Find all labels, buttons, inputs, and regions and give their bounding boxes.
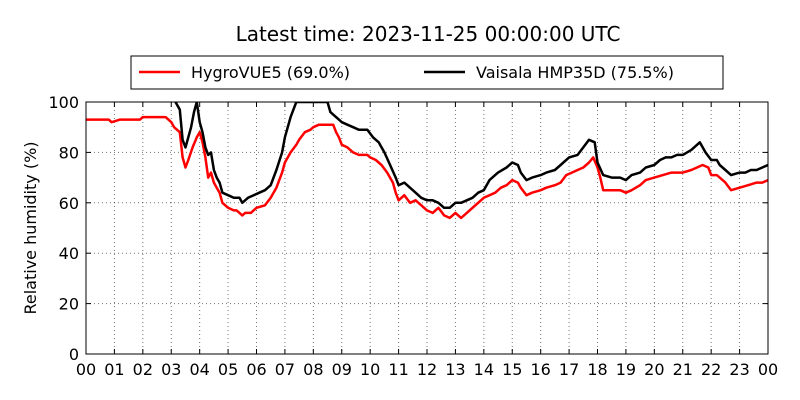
x-tick-label: 04 [189, 360, 209, 379]
x-tick-label: 13 [445, 360, 465, 379]
series-line-hygrovue5 [86, 115, 768, 220]
x-tick-label: 22 [701, 360, 721, 379]
x-tick-label: 20 [644, 360, 664, 379]
x-tick-label: 02 [133, 360, 153, 379]
x-tick-label: 12 [417, 360, 437, 379]
x-tick-label: 09 [332, 360, 352, 379]
y-tick-label: 60 [59, 194, 79, 213]
x-tick-label: 06 [246, 360, 266, 379]
x-tick-label: 18 [587, 360, 607, 379]
chart-title: Latest time: 2023-11-25 00:00:00 UTC [236, 22, 621, 46]
legend-label-vaisala: Vaisala HMP35D (75.5%) [476, 63, 674, 82]
x-tick-label: 21 [673, 360, 693, 379]
axes-layer: 00 01 02 03 04 05 06 07 08 09 10 11 12 13 14 15 16 17 18 19… [48, 93, 778, 379]
x-tick-label: 23 [729, 360, 749, 379]
x-tick-label: 15 [502, 360, 522, 379]
y-axis-title: Relative humidity (%) [21, 141, 40, 314]
x-tick-label: 03 [161, 360, 181, 379]
x-tick-label: 10 [360, 360, 380, 379]
y-tick-label: 40 [59, 244, 79, 263]
legend-label-hygrovue5: HygroVUE5 (69.0%) [191, 63, 350, 82]
y-tick-label: 20 [59, 295, 79, 314]
x-tick-label: 00 [758, 360, 778, 379]
y-tick-label: 0 [69, 345, 79, 364]
x-tick-label: 05 [218, 360, 238, 379]
x-tick-label: 08 [303, 360, 323, 379]
y-tick-label: 100 [48, 93, 79, 112]
series-layer [86, 102, 768, 220]
grid-layer [86, 102, 768, 354]
x-tick-label: 19 [616, 360, 636, 379]
plot-frame [85, 101, 769, 355]
x-tick-label: 14 [474, 360, 494, 379]
x-tick-label: 00 [76, 360, 96, 379]
y-tick-label: 80 [59, 143, 79, 162]
x-tick-label: 17 [559, 360, 579, 379]
series-line-vaisala [174, 102, 768, 210]
x-tick-label: 16 [530, 360, 550, 379]
x-tick-label: 01 [104, 360, 124, 379]
x-tick-label: 07 [275, 360, 295, 379]
x-tick-label: 11 [388, 360, 408, 379]
